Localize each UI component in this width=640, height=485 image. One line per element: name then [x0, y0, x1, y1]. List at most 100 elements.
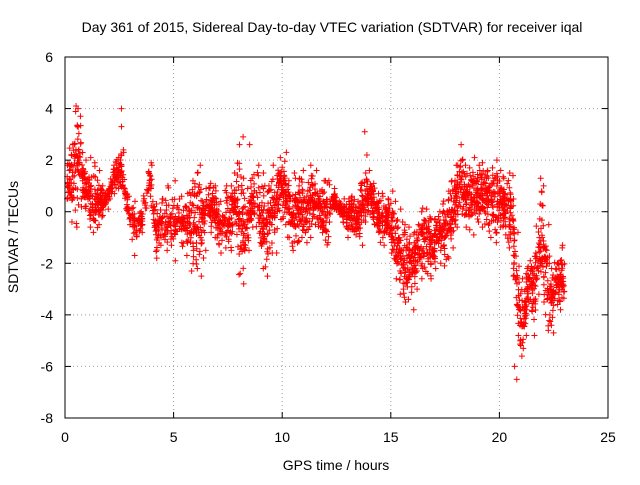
- data-point: [256, 212, 263, 219]
- data-point: [106, 193, 113, 200]
- data-point: [195, 204, 202, 211]
- data-point: [480, 205, 487, 212]
- data-point: [264, 219, 271, 226]
- data-point: [444, 253, 451, 260]
- y-tick-label: 2: [45, 152, 53, 168]
- data-point: [544, 254, 551, 261]
- data-point: [445, 211, 452, 218]
- data-point: [207, 205, 214, 212]
- data-point: [479, 159, 486, 166]
- data-point: [371, 185, 378, 192]
- data-point: [125, 207, 132, 214]
- data-point: [451, 217, 458, 224]
- data-point: [487, 234, 494, 241]
- data-point: [75, 105, 82, 112]
- data-point: [296, 182, 303, 189]
- data-point: [468, 199, 475, 206]
- data-point: [212, 182, 219, 189]
- data-point: [94, 177, 101, 184]
- data-point: [362, 170, 369, 177]
- data-point: [270, 197, 277, 204]
- data-point: [419, 247, 426, 254]
- data-point: [500, 173, 507, 180]
- data-point: [501, 190, 508, 197]
- data-point: [303, 193, 310, 200]
- data-point: [331, 185, 338, 192]
- data-point: [457, 203, 464, 210]
- data-point: [198, 214, 205, 221]
- data-point: [531, 264, 538, 271]
- data-point: [516, 297, 523, 304]
- data-point: [306, 206, 313, 213]
- data-point: [98, 213, 105, 220]
- data-point: [294, 239, 301, 246]
- data-point: [366, 167, 373, 174]
- data-point: [531, 332, 538, 339]
- data-point: [115, 154, 122, 161]
- data-point: [233, 231, 240, 238]
- data-point: [121, 176, 128, 183]
- data-point: [395, 224, 402, 231]
- data-point: [130, 230, 137, 237]
- data-point: [359, 242, 366, 249]
- data-point: [415, 221, 422, 228]
- data-point: [480, 180, 487, 187]
- data-point: [109, 176, 116, 183]
- data-point: [500, 186, 507, 193]
- data-point: [299, 179, 306, 186]
- data-point: [68, 219, 75, 226]
- data-point: [236, 141, 243, 148]
- data-point: [140, 192, 147, 199]
- data-point: [184, 231, 191, 238]
- data-point: [493, 183, 500, 190]
- data-point: [408, 289, 415, 296]
- data-point: [64, 184, 71, 191]
- data-point: [96, 221, 103, 228]
- data-point: [510, 265, 517, 272]
- data-point: [196, 218, 203, 225]
- data-point: [537, 175, 544, 182]
- data-point: [406, 272, 413, 279]
- data-point: [98, 186, 105, 193]
- data-point: [236, 210, 243, 217]
- data-point: [238, 173, 245, 180]
- data-point: [307, 162, 314, 169]
- data-point: [403, 236, 410, 243]
- data-point: [439, 200, 446, 207]
- data-point: [327, 211, 334, 218]
- data-point: [418, 208, 425, 215]
- data-point: [283, 149, 290, 156]
- data-points-layer: [64, 102, 568, 383]
- data-point: [198, 240, 205, 247]
- data-point: [559, 261, 566, 268]
- data-point: [184, 239, 191, 246]
- data-point: [228, 182, 235, 189]
- data-point: [540, 281, 547, 288]
- data-point: [208, 223, 215, 230]
- data-point: [379, 193, 386, 200]
- data-point: [316, 197, 323, 204]
- data-point: [323, 227, 330, 234]
- data-point: [559, 294, 566, 301]
- data-point: [110, 166, 117, 173]
- data-point: [493, 157, 500, 164]
- data-point: [242, 203, 249, 210]
- data-point: [403, 247, 410, 254]
- data-point: [511, 253, 518, 260]
- data-point: [393, 275, 400, 282]
- x-tick-label: 25: [600, 429, 616, 445]
- data-point: [303, 226, 310, 233]
- data-point: [311, 180, 318, 187]
- data-point: [244, 231, 251, 238]
- data-point: [340, 219, 347, 226]
- data-point: [559, 244, 566, 251]
- y-tick-label: -4: [41, 307, 54, 323]
- data-point: [241, 195, 248, 202]
- data-point: [431, 239, 438, 246]
- data-point: [77, 122, 84, 129]
- data-point: [428, 275, 435, 282]
- data-point: [457, 176, 464, 183]
- data-point: [535, 240, 542, 247]
- data-point: [72, 146, 79, 153]
- data-point: [205, 191, 212, 198]
